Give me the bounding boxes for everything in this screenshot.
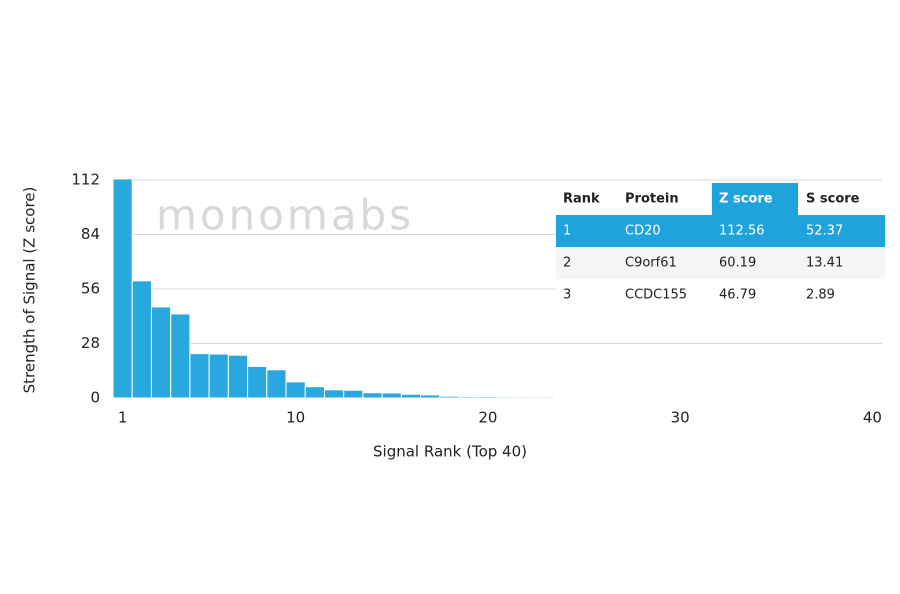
bar [189,353,210,399]
bar [247,365,268,399]
table-cell: 60.19 [719,256,756,271]
table-cell: 52.37 [806,224,843,239]
bar [554,396,575,399]
bar [477,396,498,399]
bar [862,396,883,399]
bar [573,396,595,399]
column-header: Protein [625,192,679,207]
bar [593,396,614,399]
bar [285,381,306,399]
bar [304,386,325,399]
bar [843,396,864,399]
bar [670,396,691,399]
bar [458,396,479,399]
bar [362,392,383,399]
bar [727,396,748,399]
bar [612,396,633,399]
x-tick-label: 1 [118,409,128,427]
bar [689,396,710,399]
table-cell: 46.79 [719,288,756,303]
x-tick-label: 30 [671,409,690,427]
y-axis-label: Strength of Signal (Z score) [21,187,39,394]
x-axis-label: Signal Rank (Top 40) [373,443,527,461]
bar [381,392,402,399]
bar [497,396,518,399]
bar [112,178,133,399]
bar [170,313,191,399]
table-cell: 2.89 [806,288,835,303]
x-tick-label: 40 [863,409,882,427]
bar [785,396,806,399]
bar [631,396,652,399]
bar [823,396,845,399]
y-tick-label: 112 [71,171,100,189]
bar [650,396,672,399]
bar [516,396,537,399]
bar [535,396,556,399]
column-header: Rank [563,192,600,207]
table-row [556,279,885,311]
bar [766,396,787,399]
bar [323,389,345,399]
bar [343,389,364,399]
bar [439,395,460,399]
y-tick-label: 0 [90,389,100,407]
x-tick-label: 20 [478,409,497,427]
bar [708,396,729,399]
bar [208,353,229,399]
table-cell: 3 [563,288,571,303]
column-header: Z score [719,192,773,207]
table-cell: C9orf61 [625,256,677,271]
bar [150,306,172,399]
bar [227,354,249,399]
header-highlight [712,183,798,215]
watermark: monomabs [156,191,414,240]
table-cell: 112.56 [719,224,765,239]
column-header: S score [806,192,860,207]
table-cell: 2 [563,256,571,271]
y-tick-label: 56 [81,280,100,298]
table-cell: CCDC155 [625,288,687,303]
table-row [556,247,885,279]
table-row [556,215,885,247]
table-cell: 1 [563,224,571,239]
bar [746,396,768,399]
table-cell: CD20 [625,224,661,239]
y-tick-label: 28 [81,334,100,352]
bar [804,396,825,399]
table-cell: 13.41 [806,256,843,271]
y-tick-label: 84 [81,225,100,243]
x-tick-label: 10 [286,409,305,427]
bar [266,369,287,399]
bar [131,280,152,399]
bar [400,393,422,399]
bar [420,394,441,399]
